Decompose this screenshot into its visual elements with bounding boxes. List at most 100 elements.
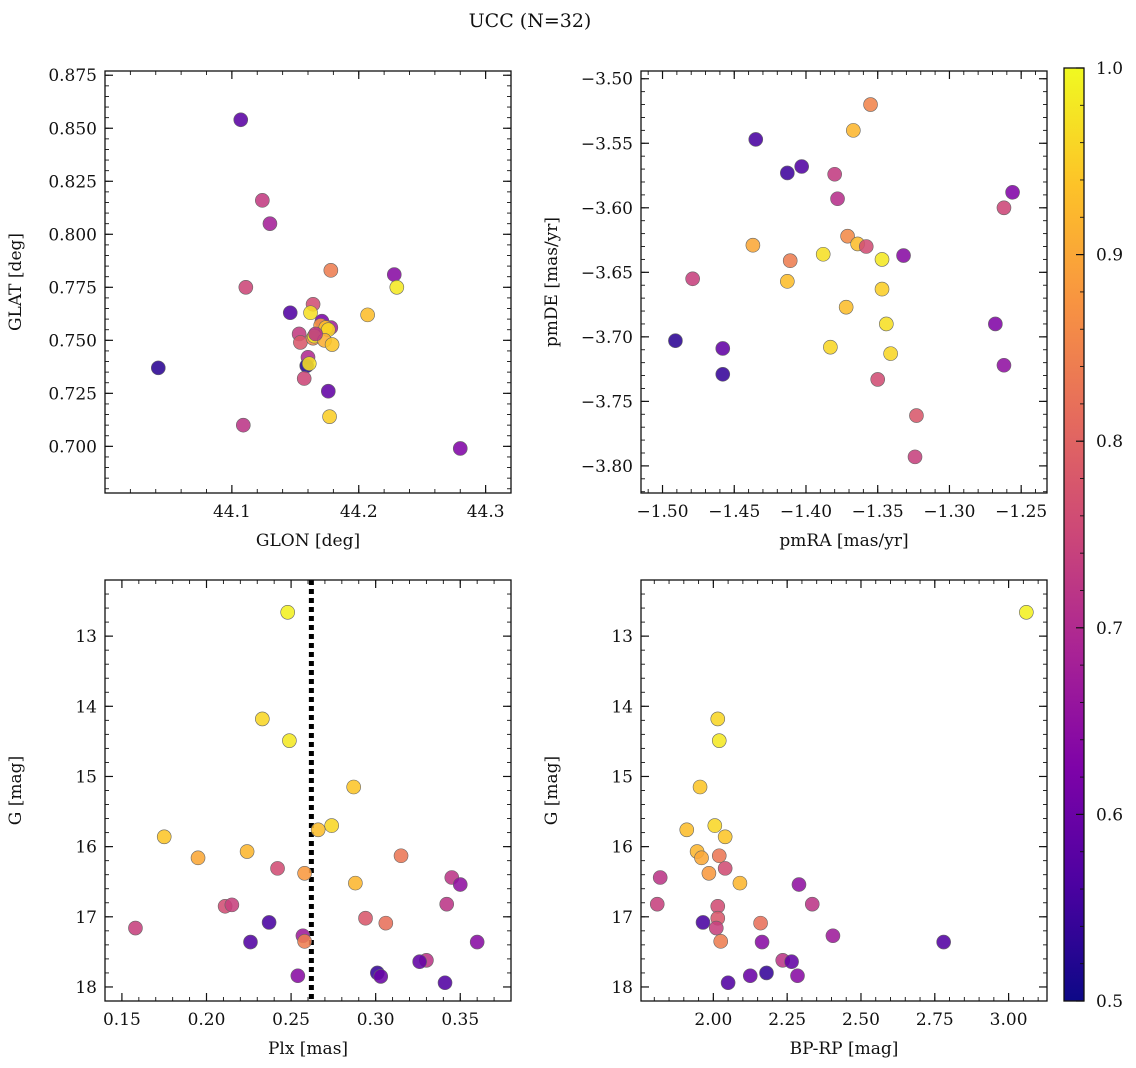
data-point	[469, 934, 485, 950]
x-tick-label: 0.15	[103, 1010, 141, 1030]
data-point	[754, 934, 770, 950]
axes-frame	[640, 579, 1048, 1002]
data-point	[708, 920, 724, 936]
data-point	[310, 822, 326, 838]
axes-frame	[104, 579, 512, 1002]
data-point	[156, 829, 172, 845]
y-tick-label: 0.725	[48, 384, 97, 404]
data-point	[713, 934, 729, 949]
scatter-panel-4: 2.00 2.25 2.50 2.75 3.00 13 14 15 16 17 18 BP-RP [m…	[542, 579, 1048, 1059]
colorbar-gradient	[1064, 68, 1084, 1001]
data-point	[742, 968, 758, 984]
y-tick-label: 17	[611, 908, 633, 928]
x-axis-label: BP-RP [mag]	[790, 1039, 899, 1059]
data-point	[838, 299, 854, 315]
y-tick-label: 0.825	[48, 172, 97, 192]
x-tick-label: 2.00	[694, 1010, 732, 1030]
data-point	[296, 371, 312, 386]
data-point	[324, 818, 339, 833]
colorbar-frame	[1063, 67, 1085, 1002]
data-point	[303, 305, 318, 321]
data-point	[825, 928, 841, 944]
scatter-panel-1: 44.1 44.2 44.3 0.700 0.725 0.750 0.775 0.800 0.8…	[6, 66, 512, 551]
x-tick-label: 0.25	[272, 1010, 310, 1030]
y-tick-label: 0.800	[48, 225, 97, 245]
data-point	[239, 844, 255, 859]
data-point	[243, 934, 258, 950]
colorbar-tick-label: 0.8	[1096, 432, 1123, 452]
points	[668, 97, 1020, 465]
data-point	[412, 954, 427, 970]
data-point	[858, 239, 874, 254]
data-point	[301, 356, 317, 371]
data-point	[190, 850, 206, 866]
data-point	[996, 357, 1012, 373]
data-point	[717, 829, 733, 845]
y-tick-label: 0.775	[48, 278, 97, 298]
data-point	[804, 896, 820, 912]
x-axis-label: GLON [deg]	[256, 531, 360, 551]
x-tick-label: 0.20	[188, 1010, 226, 1030]
y-tick-label: 16	[611, 838, 633, 858]
data-point	[233, 112, 249, 128]
data-point	[759, 965, 774, 981]
x-tick-label: 3.00	[990, 1010, 1028, 1030]
x-axis-label: Plx [mas]	[268, 1039, 348, 1059]
data-point	[840, 228, 855, 244]
data-point	[717, 861, 733, 876]
y-tick-label: 14	[75, 697, 97, 717]
y-tick-label: 13	[75, 627, 97, 647]
colorbar-tick-label: 0.6	[1096, 805, 1123, 825]
data-point	[150, 360, 166, 376]
data-point	[322, 409, 337, 424]
data-point	[695, 915, 711, 930]
data-point	[936, 934, 951, 950]
data-point	[668, 333, 683, 349]
points	[150, 112, 468, 456]
data-point	[320, 383, 336, 399]
axes-frame	[104, 70, 512, 494]
y-tick-label: 16	[75, 838, 97, 858]
data-point	[452, 441, 468, 456]
data-point	[874, 281, 890, 297]
data-point	[753, 915, 768, 931]
data-point	[732, 875, 748, 891]
colorbar-tick-label: 0.5	[1096, 992, 1123, 1012]
data-point	[128, 920, 143, 936]
y-axis-label: pmDE [mas/yr]	[542, 217, 562, 347]
points	[649, 604, 1034, 991]
x-tick-label: 2.50	[842, 1010, 880, 1030]
data-point	[297, 865, 312, 881]
x-tick-label: 2.75	[916, 1010, 954, 1030]
y-tick-label: 14	[611, 697, 633, 717]
x-tick-label: −1.30	[923, 502, 975, 522]
data-point	[1005, 185, 1020, 200]
points	[128, 604, 485, 991]
data-point	[790, 968, 805, 984]
data-point	[270, 861, 285, 876]
y-tick-label: 15	[75, 767, 97, 787]
data-point	[748, 132, 764, 147]
data-point	[290, 968, 306, 984]
data-point	[692, 779, 708, 795]
data-point	[846, 123, 861, 138]
x-axis-label: pmRA [mas/yr]	[779, 531, 908, 551]
y-tick-label: 0.875	[48, 66, 97, 86]
scatter-panel-3: 0.15 0.20 0.25 0.30 0.35 13 14 15 16 17 18 Plx [mas…	[6, 579, 512, 1059]
x-tick-label: 0.35	[441, 1010, 479, 1030]
data-point	[262, 216, 278, 231]
data-point	[386, 267, 402, 282]
data-point	[282, 305, 298, 321]
x-tick-label: 44.1	[213, 502, 251, 522]
y-tick-label: 13	[611, 627, 633, 647]
data-point	[685, 271, 700, 287]
data-point	[439, 896, 455, 912]
colorbar-tick-label: 0.7	[1096, 619, 1123, 639]
colorbar-tick-label: 1.0	[1096, 59, 1123, 79]
data-point	[324, 337, 340, 352]
data-point	[1019, 604, 1034, 620]
data-point	[830, 191, 845, 207]
data-point	[389, 280, 405, 295]
x-tick-label: −1.50	[636, 502, 688, 522]
